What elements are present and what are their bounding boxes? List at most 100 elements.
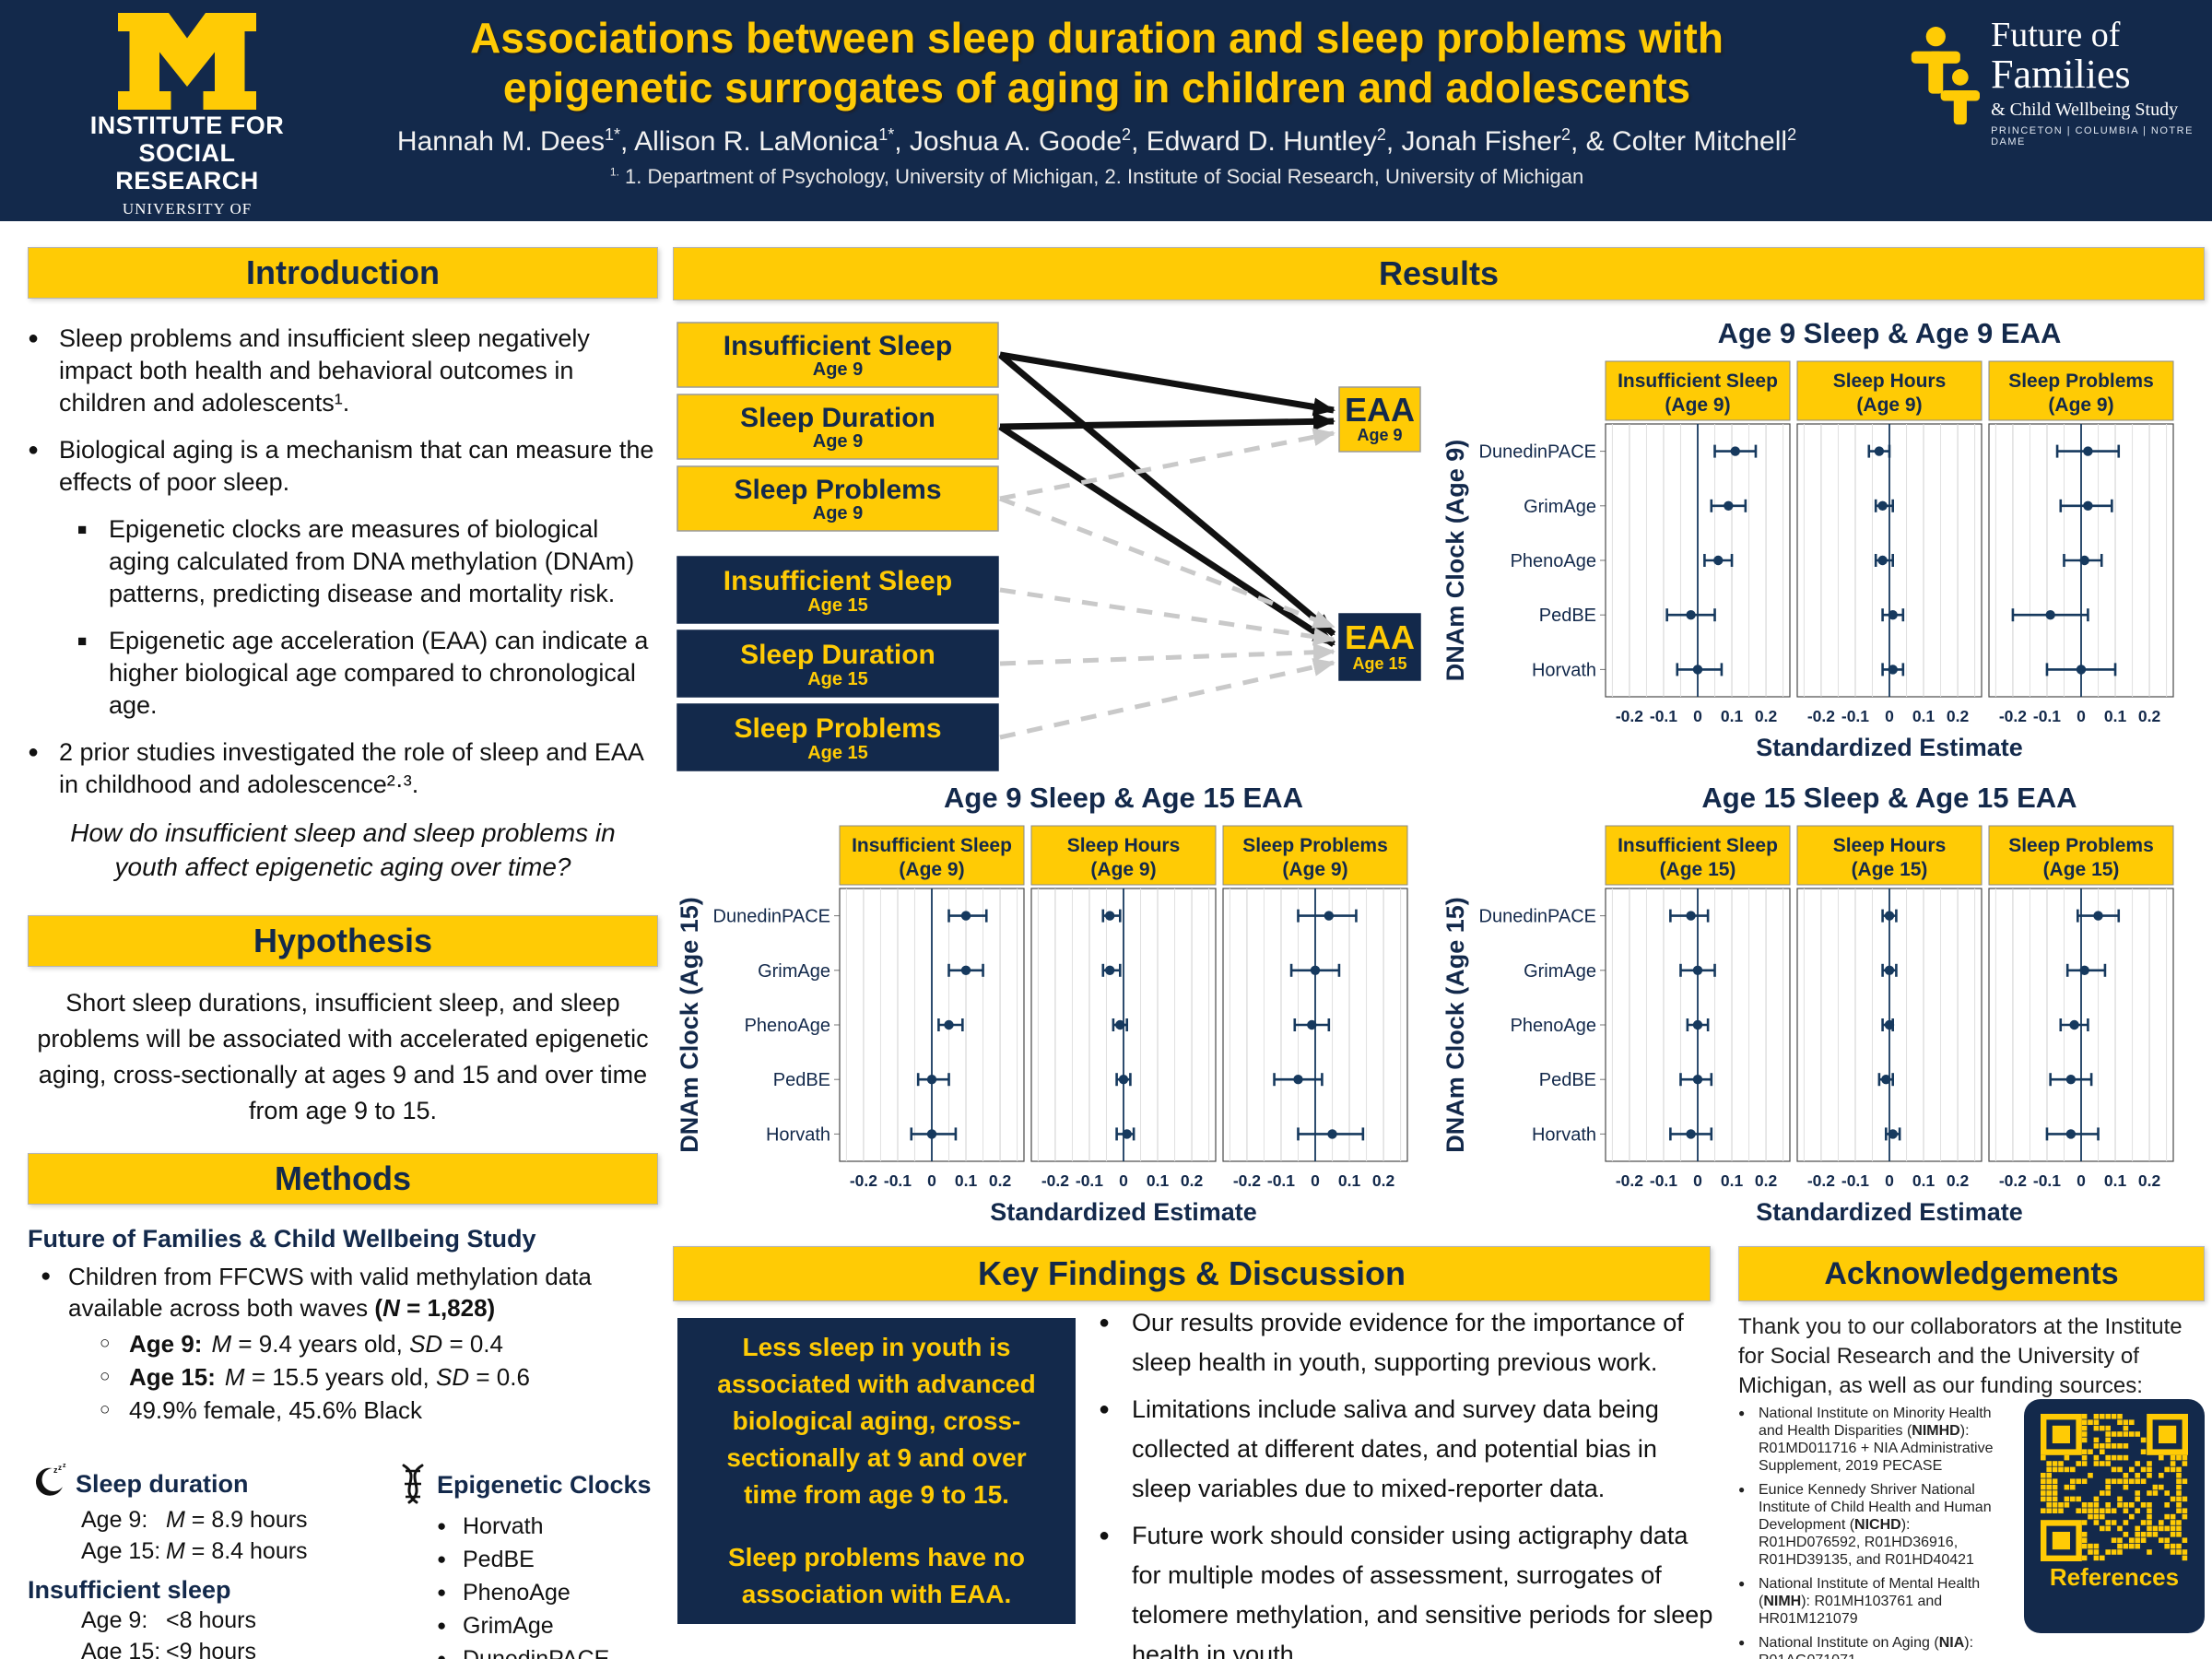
list-item: ■ Epigenetic age acceleration (EAA) can i… — [77, 625, 658, 722]
sample-bullet-text: Children from FFCWS with valid methylati… — [68, 1263, 592, 1322]
row-label: DunedinPACE — [1479, 442, 1596, 463]
key-findings-header: Key Findings & Discussion — [673, 1246, 1711, 1301]
x-tick-label: -0.2 — [1041, 1171, 1069, 1190]
measure-value: M = 8.9 hours — [166, 1507, 308, 1533]
isr-logo-line2: SOCIAL RESEARCH — [115, 139, 259, 194]
estimate-point — [1881, 963, 1898, 977]
facet-header — [1988, 360, 2174, 421]
x-tick-label: -0.2 — [1999, 707, 2027, 725]
svg-text:Age 15: Age 15 — [807, 743, 868, 763]
list-item: ● Biological aging is a mechanism that ca… — [28, 434, 658, 499]
estimate-point — [2059, 499, 2113, 512]
epigenetic-clocks-heading: Epigenetic Clocks — [396, 1464, 658, 1506]
acknowledgements-text: Thank you to our collaborators at the In… — [1738, 1314, 2183, 1398]
bullet-icon: ● — [28, 440, 40, 460]
svg-text:Age 9: Age 9 — [1357, 426, 1402, 444]
author-name: & Colter Mitchell — [1585, 126, 1788, 157]
measure-age-label: Age 9: — [81, 1507, 148, 1533]
hypothesis-header: Hypothesis — [28, 915, 658, 967]
svg-text:(Age 9): (Age 9) — [1282, 859, 1347, 880]
x-tick-label: 0.1 — [1912, 707, 1936, 725]
estimate-point — [1297, 1127, 1365, 1141]
ffcws-line3: & Child Wellbeing Study — [1991, 100, 2179, 120]
ffcws-logo-text: Future of Families & Child Wellbeing Stu… — [1991, 17, 2205, 147]
clock-item: ● DunedinPACE — [437, 1642, 658, 1659]
authors-line: Hannah M. Dees1*, Allison R. LaMonica1*,… — [396, 125, 1797, 157]
y-axis-label: DNAm Clock (Age 15) — [1441, 897, 1469, 1153]
svg-text:(Age 15): (Age 15) — [2043, 859, 2120, 880]
chart-title: Age 15 Sleep & Age 15 EAA — [1701, 782, 2077, 814]
bullet-icon: ● — [1738, 1483, 1746, 1496]
sub-bullet-text: 49.9% female, 45.6% Black — [129, 1396, 422, 1424]
x-tick-label: -0.2 — [1807, 1171, 1835, 1190]
list-item-text: Biological aging is a mechanism that can… — [59, 436, 654, 496]
sub-bullet-text: M = 15.5 years old, SD = 0.6 — [224, 1363, 530, 1391]
sub-bullet-label: Age 15: — [129, 1363, 216, 1391]
study-title: Future of Families & Child Wellbeing Stu… — [28, 1225, 536, 1253]
x-tick-label: -0.2 — [1616, 707, 1643, 725]
moon-icon: z z z — [35, 1464, 66, 1496]
measure-row: Age 15: <9 hours — [28, 1636, 396, 1659]
x-tick-label: -0.1 — [2033, 1171, 2061, 1190]
facet-header — [839, 825, 1025, 886]
facet-header — [1605, 360, 1791, 421]
x-tick-label: 0.2 — [1372, 1171, 1395, 1190]
list-item: ● Our results provide evidence for the im… — [1099, 1303, 1714, 1382]
svg-text:Sleep Problems: Sleep Problems — [2008, 371, 2154, 392]
svg-text:Sleep Duration: Sleep Duration — [740, 403, 935, 433]
measure-value: <8 hours — [166, 1607, 256, 1633]
svg-text:Sleep Hours: Sleep Hours — [1833, 835, 1947, 856]
methods-header: Methods — [28, 1153, 658, 1205]
estimate-point — [1293, 1018, 1331, 1031]
bullet-icon: ● — [1738, 1636, 1746, 1649]
path-edge-sd9-eaa15 — [998, 424, 1335, 647]
sample-bullet: ● Children from FFCWS with valid methyla… — [28, 1261, 658, 1324]
left-column: Introduction ● Sleep problems and insuffi… — [28, 247, 658, 1659]
estimate-point — [2045, 1127, 2100, 1141]
list-item: ○ Age 9: M = 9.4 years old, SD = 0.4 — [100, 1327, 658, 1360]
x-tick-label: 0 — [2077, 707, 2086, 725]
bullet-icon: ● — [437, 1517, 447, 1535]
bullet-icon: ● — [437, 1650, 447, 1659]
bullet-icon: ● — [28, 742, 40, 762]
sleep-duration-label: Sleep duration — [76, 1469, 249, 1498]
row-label: PedBE — [1539, 606, 1596, 626]
highlight-text: Sleep problems have no association with … — [727, 1543, 1026, 1608]
bullet-icon: ■ — [77, 632, 88, 650]
x-tick-label: 0 — [1119, 1171, 1128, 1190]
svg-text:Sleep Problems: Sleep Problems — [734, 475, 941, 505]
bullet-icon: ● — [1099, 1525, 1111, 1546]
forest-plot-age15-age15: Age 15 Sleep & Age 15 EAA DNAm Clock (Age… — [1436, 774, 2203, 1240]
x-tick-label: -0.1 — [1076, 1171, 1103, 1190]
ffcws-logo: Future of Families & Child Wellbeing Stu… — [1910, 17, 2205, 147]
introduction-list: ● Sleep problems and insufficient sleep n… — [28, 323, 658, 801]
author-superscript: 2 — [1787, 125, 1797, 144]
svg-text:(Age 9): (Age 9) — [2048, 394, 2113, 416]
list-item-text: Future work should consider using actigr… — [1132, 1522, 1713, 1659]
funding-list-wrap: ● National Institute on Minority Health a… — [1738, 1405, 2015, 1659]
author-name: Edward D. Huntley — [1146, 126, 1377, 157]
estimate-point — [1881, 909, 1898, 923]
estimate-point — [910, 1127, 958, 1141]
x-tick-label: -0.1 — [1650, 1171, 1677, 1190]
clock-name: Horvath — [463, 1513, 544, 1539]
x-tick-label: 0.2 — [989, 1171, 1012, 1190]
x-tick-label: -0.2 — [1807, 707, 1835, 725]
bullet-icon: ● — [1099, 1399, 1111, 1419]
estimate-point — [1884, 1127, 1901, 1141]
bullet-icon: ● — [437, 1550, 447, 1568]
x-tick-label: 0.2 — [2138, 1171, 2161, 1190]
svg-text:Age 9: Age 9 — [813, 359, 863, 380]
ffcws-line2: Families — [1991, 52, 2131, 97]
list-item: ○ Age 15: M = 15.5 years old, SD = 0.6 — [100, 1360, 658, 1394]
forest-plot-age9-age9: Age 9 Sleep & Age 9 EAA DNAm Clock (Age 9… — [1436, 310, 2203, 775]
path-edge-sd9-eaa9 — [999, 412, 1335, 431]
estimate-point — [1273, 1073, 1324, 1087]
estimate-point — [1669, 909, 1710, 923]
list-item: ● 2 prior studies investigated the role o… — [28, 736, 658, 801]
